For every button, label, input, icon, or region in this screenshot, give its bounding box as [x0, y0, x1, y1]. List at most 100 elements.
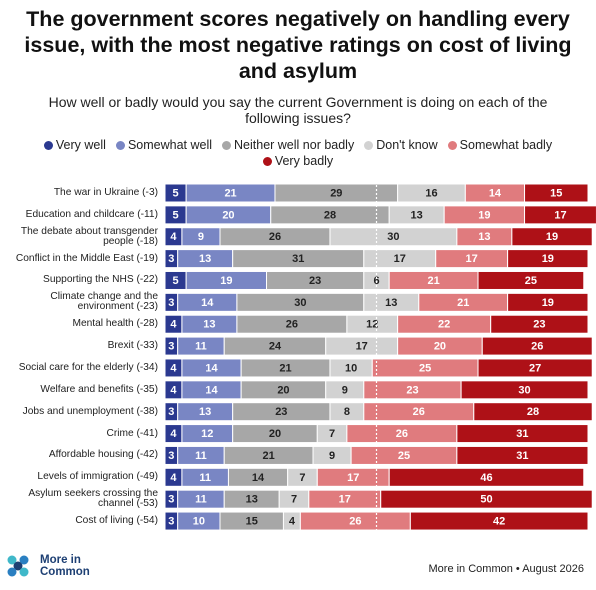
value-label: 19: [220, 275, 232, 287]
value-label: 11: [195, 450, 207, 462]
value-label: 46: [480, 472, 492, 484]
value-label: 21: [457, 297, 469, 309]
value-label: 10: [345, 362, 357, 374]
value-label: 3: [168, 297, 174, 309]
value-label: 13: [385, 297, 397, 309]
value-label: 23: [406, 384, 418, 396]
category-label: Conflict in the Middle East (-19): [15, 252, 158, 264]
value-label: 13: [203, 319, 215, 331]
value-label: 17: [466, 253, 478, 265]
value-label: 17: [339, 494, 351, 506]
value-label: 8: [344, 406, 350, 418]
legend-marker: [222, 140, 232, 150]
category-label: The debate about transgender people (-18…: [20, 225, 158, 247]
value-label: 4: [170, 362, 177, 374]
bar-segment: [380, 489, 593, 509]
value-label: 11: [199, 472, 211, 484]
legend-label: Don't know: [376, 138, 438, 152]
value-label: 17: [554, 209, 566, 221]
category-label: Affordable housing (-42): [48, 449, 158, 461]
category-label: Jobs and unemployment (-38): [22, 405, 158, 417]
legend-item: Neither well nor badly: [222, 138, 354, 152]
value-label: 50: [480, 494, 492, 506]
category-label: Social care for the elderly (-34): [18, 361, 158, 373]
value-label: 19: [478, 209, 490, 221]
bar-segment: [477, 270, 585, 290]
category-label: Crime (-41): [106, 427, 158, 439]
value-label: 26: [396, 428, 408, 440]
value-label: 23: [533, 319, 545, 331]
value-label: 5: [173, 188, 179, 200]
legend-label: Very badly: [274, 154, 334, 168]
value-label: 11: [195, 341, 207, 353]
value-label: 21: [263, 450, 275, 462]
value-label: 9: [329, 450, 335, 462]
category-label: Climate change and the environment (-23): [50, 291, 158, 313]
subtitle: How well or badly would you say the curr…: [48, 94, 548, 126]
legend-marker: [115, 140, 125, 150]
category-label: The war in Ukraine (-3): [53, 187, 158, 198]
category-label: Levels of immigration (-49): [37, 471, 158, 483]
value-label: 14: [489, 188, 502, 200]
value-label: 27: [529, 362, 541, 374]
bar-segment: [481, 336, 593, 356]
value-label: 6: [373, 275, 379, 287]
value-label: 21: [224, 188, 236, 200]
bar-segment: [507, 292, 589, 312]
value-label: 12: [366, 319, 378, 331]
legend-marker: [447, 140, 457, 150]
value-label: 3: [168, 341, 174, 353]
value-label: 17: [356, 341, 368, 353]
value-label: 31: [292, 253, 304, 265]
bar-segment: [511, 227, 593, 247]
logo-icon: [7, 555, 29, 577]
bar-segment: [456, 445, 589, 465]
value-label: 20: [277, 384, 289, 396]
category-label: Education and childcare (-11): [25, 208, 158, 220]
value-label: 13: [478, 231, 490, 243]
value-label: 3: [168, 450, 174, 462]
value-label: 14: [205, 384, 218, 396]
bar-segment: [460, 380, 589, 400]
bar-segment: [473, 402, 593, 422]
value-label: 12: [201, 428, 213, 440]
legend-label: Neither well nor badly: [234, 138, 355, 152]
value-label: 10: [193, 516, 205, 528]
value-label: 9: [198, 231, 204, 243]
value-label: 26: [413, 406, 425, 418]
value-label: 11: [195, 494, 207, 506]
legend-item: Very badly: [262, 154, 334, 168]
category-label: Supporting the NHS (-22): [43, 274, 158, 286]
value-label: 20: [222, 209, 234, 221]
value-label: 42: [493, 516, 505, 528]
value-label: 17: [347, 472, 359, 484]
value-label: 13: [199, 406, 211, 418]
value-label: 5: [173, 275, 179, 287]
value-label: 13: [246, 494, 258, 506]
value-label: 13: [199, 253, 211, 265]
value-label: 30: [387, 231, 399, 243]
bar-segment: [507, 249, 589, 269]
value-label: 23: [309, 275, 321, 287]
value-label: 31: [516, 450, 528, 462]
value-label: 25: [419, 362, 431, 374]
legend-item: Don't know: [364, 138, 438, 152]
legend-label: Very well: [55, 138, 106, 152]
value-label: 4: [170, 428, 177, 440]
value-label: 4: [170, 472, 177, 484]
value-label: 28: [324, 209, 336, 221]
legend-label: Somewhat well: [127, 138, 213, 152]
value-label: 25: [398, 450, 410, 462]
legend-item: Very well: [43, 138, 106, 152]
value-label: 17: [394, 253, 406, 265]
value-label: 13: [411, 209, 423, 221]
value-label: 7: [329, 428, 335, 440]
category-label: Mental health (-28): [72, 318, 158, 330]
legend-marker: [262, 156, 272, 166]
value-label: 5: [173, 209, 179, 221]
value-label: 26: [531, 341, 543, 353]
value-label: 30: [518, 384, 530, 396]
value-label: 26: [349, 516, 361, 528]
value-label: 4: [170, 384, 177, 396]
